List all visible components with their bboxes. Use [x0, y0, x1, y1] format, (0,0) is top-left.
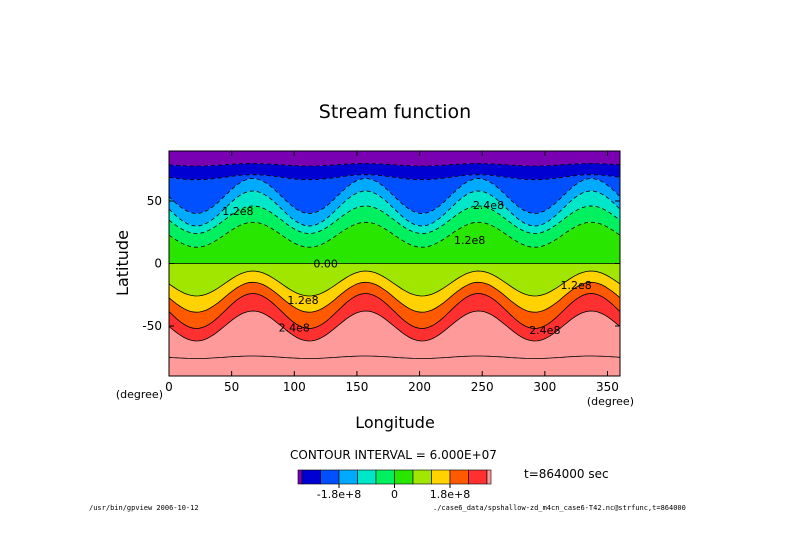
y-tick-label: 0 [154, 257, 162, 271]
contour-band [169, 282, 620, 329]
x-axis-ticks: 0 50 100 150 200 250 300 350 [165, 151, 619, 394]
colorbar-tick-label: -1.8e+8 [317, 488, 361, 501]
contour-band [169, 178, 620, 226]
x-axis-unit: (degree) [587, 395, 634, 408]
contour-band [169, 163, 620, 180]
contour-line [168, 190, 621, 227]
y-axis-label: Latitude [113, 230, 132, 296]
footer-right: ./case6_data/spshallow-zd_m4cn_case6-T42… [433, 504, 686, 512]
contour-line [168, 270, 621, 297]
colorbar-cap-high [486, 469, 492, 485]
contour-band [169, 174, 620, 214]
y-axis-ticks: -50 0 50 [142, 194, 620, 333]
contour-band [169, 206, 620, 248]
contour-label: 1.2e8 [222, 205, 253, 218]
colorbar-tick-label: 0 [391, 488, 398, 501]
contour-band [169, 271, 620, 313]
contour-line [168, 310, 621, 342]
y-tick-label: -50 [142, 319, 162, 333]
contour-line [168, 163, 621, 167]
contour-label: 1.2e8 [561, 279, 592, 292]
contour-band [169, 191, 620, 234]
footer-left: /usr/bin/gpview 2006-10-12 [89, 504, 199, 512]
contour-interval-text: CONTOUR INTERVAL = 6.000E+07 [290, 448, 497, 462]
y-tick-label: 50 [147, 194, 162, 208]
contour-band [169, 263, 620, 296]
contour-label: 1.2e8 [454, 234, 485, 247]
contour-line [168, 174, 621, 181]
colorbar-swatch [431, 469, 451, 485]
contour-line [168, 293, 621, 329]
colorbar-swatch [412, 469, 432, 485]
colorbar-swatch [449, 469, 469, 485]
colorbar-swatch [338, 469, 358, 485]
contour-line [168, 221, 621, 248]
plot-bands [169, 151, 620, 376]
y-axis-unit: (degree) [116, 388, 163, 401]
contour-band [169, 222, 620, 264]
contour-labels: 1.2e8 2.4e8 1.2e8 0.00 1.2e8 1.2e8 2.4e8 2.4e8 [222, 199, 592, 337]
contour-line [168, 355, 621, 359]
colorbar-swatch [320, 469, 340, 485]
time-label: t=864000 sec [524, 467, 609, 481]
colorbar-ticks: -1.8e+8 0 1.8e+8 [317, 484, 470, 501]
x-tick-label: 100 [283, 380, 306, 394]
contour-label: 2.4e8 [279, 321, 310, 334]
colorbar-swatch [375, 469, 395, 485]
colorbar-cap-low [297, 469, 303, 485]
colorbar-tick-label: 1.8e+8 [430, 488, 470, 501]
contour-line [168, 205, 621, 234]
colorbar [297, 469, 492, 485]
contour-band [169, 311, 620, 359]
plot-contour-lines [168, 163, 621, 359]
chart-title: Stream function [319, 101, 471, 123]
colorbar-swatch [357, 469, 377, 485]
colorbar-swatch [394, 469, 414, 485]
x-tick-label: 150 [345, 380, 368, 394]
colorbar-swatch [301, 469, 321, 485]
x-axis-label: Longitude [355, 413, 435, 432]
contour-label: 0.00 [313, 258, 338, 271]
x-tick-label: 250 [471, 380, 494, 394]
colorbar-swatch [468, 469, 488, 485]
contour-label: 1.2e8 [287, 294, 318, 307]
x-tick-label: 350 [596, 380, 619, 394]
contour-band [169, 293, 620, 341]
contour-line [168, 178, 621, 214]
contour-band [169, 356, 620, 376]
x-tick-label: 200 [408, 380, 431, 394]
contour-band [169, 151, 620, 166]
x-tick-label: 300 [533, 380, 556, 394]
x-tick-label: 0 [165, 380, 173, 394]
x-tick-label: 50 [224, 380, 239, 394]
contour-line [168, 281, 621, 313]
contour-label: 2.4e8 [529, 324, 560, 337]
contour-label: 2.4e8 [473, 199, 504, 212]
